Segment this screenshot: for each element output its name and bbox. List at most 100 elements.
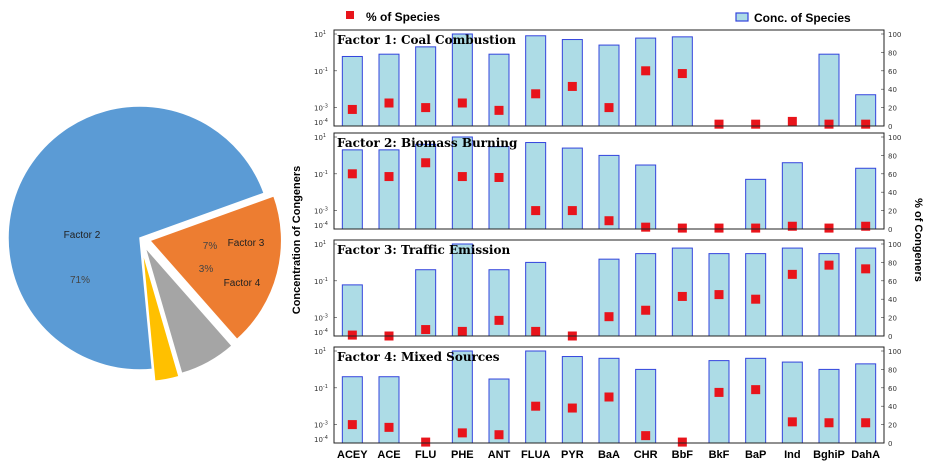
marker-bkf bbox=[714, 387, 724, 397]
marker-pyr bbox=[567, 403, 577, 413]
marker-flua bbox=[531, 401, 541, 411]
panel-title: Factor 1: Coal Combustion bbox=[337, 33, 516, 47]
marker-bkf bbox=[714, 119, 724, 129]
right-tick-label: 0 bbox=[888, 333, 892, 341]
marker-ind bbox=[787, 269, 797, 279]
left-tick-label: 10-1 bbox=[314, 170, 328, 179]
bar-bap bbox=[745, 357, 767, 444]
category-label-chr: CHR bbox=[634, 449, 658, 461]
marker-pyr bbox=[567, 81, 577, 91]
panel-3: 101 10-1 10-3 10-4 0 20 40 60 80 100 Factor 3: Tra… bbox=[314, 239, 901, 341]
category-label-bbf: BbF bbox=[672, 449, 694, 461]
marker-chr bbox=[641, 66, 651, 76]
marker-phe bbox=[457, 428, 467, 438]
panel-4: 101 10-1 10-3 10-4 0 20 40 60 80 100 Factor 4: Mix… bbox=[314, 346, 901, 448]
marker-flu bbox=[421, 325, 431, 335]
marker-flu bbox=[421, 158, 431, 168]
marker-acey bbox=[347, 330, 357, 340]
marker-ant bbox=[494, 172, 504, 182]
marker-flua bbox=[531, 89, 541, 99]
pie-chart: Factor 119%Factor 37%Factor 43%Factor 27… bbox=[7, 105, 283, 383]
right-tick-label: 40 bbox=[888, 86, 897, 94]
right-tick-label: 100 bbox=[888, 241, 901, 249]
marker-bbf bbox=[677, 223, 687, 233]
bar-bghip bbox=[818, 53, 840, 127]
right-tick-label: 20 bbox=[888, 315, 897, 323]
pie-label-factor-2: Factor 2 bbox=[64, 230, 101, 241]
right-tick-label: 40 bbox=[888, 189, 897, 197]
marker-bbf bbox=[677, 437, 687, 447]
marker-ant bbox=[494, 105, 504, 115]
bar-flua bbox=[525, 261, 547, 337]
marker-ind bbox=[787, 417, 797, 427]
left-tick-label: 10-1 bbox=[314, 67, 328, 76]
bar-flua bbox=[525, 35, 547, 127]
right-tick-label: 20 bbox=[888, 208, 897, 216]
left-tick-label: 101 bbox=[314, 30, 326, 39]
bar-ace bbox=[378, 149, 400, 230]
category-label-pyr: PYR bbox=[561, 449, 584, 461]
right-tick-label: 40 bbox=[888, 403, 897, 411]
left-tick-label: 101 bbox=[314, 133, 326, 142]
pie-pct-factor-3: 7% bbox=[203, 241, 218, 252]
panel-title: Factor 4: Mixed Sources bbox=[337, 350, 500, 364]
bar-phe bbox=[451, 243, 473, 337]
bar-bkf bbox=[708, 360, 730, 444]
bar-phe bbox=[451, 33, 473, 127]
legend-label-pct: % of Species bbox=[366, 10, 440, 24]
pie-slice-factor-4 bbox=[141, 249, 181, 383]
category-label-baa: BaA bbox=[598, 449, 620, 461]
panel-frame bbox=[333, 29, 885, 127]
marker-bkf bbox=[714, 223, 724, 233]
right-tick-label: 100 bbox=[888, 348, 901, 356]
marker-bap bbox=[751, 223, 761, 233]
marker-bbf bbox=[677, 291, 687, 301]
category-label-bap: BaP bbox=[745, 449, 766, 461]
marker-flua bbox=[531, 326, 541, 336]
right-tick-label: 20 bbox=[888, 422, 897, 430]
left-tick-label: 10-3 bbox=[314, 207, 328, 216]
left-tick-label: 10-1 bbox=[314, 277, 328, 286]
legend-label-conc: Conc. of Species bbox=[754, 11, 851, 25]
marker-ind bbox=[787, 221, 797, 231]
left-tick-label: 10-4 bbox=[314, 221, 328, 230]
bar-bbf bbox=[671, 36, 693, 127]
right-tick-label: 100 bbox=[888, 134, 901, 142]
marker-acey bbox=[347, 420, 357, 430]
bar-ace bbox=[378, 53, 400, 127]
category-label-daha: DahA bbox=[851, 449, 880, 461]
bar-pyr bbox=[561, 356, 583, 444]
marker-bap bbox=[751, 119, 761, 129]
bar-chr bbox=[635, 253, 657, 337]
marker-daha bbox=[861, 119, 871, 129]
right-tick-label: 60 bbox=[888, 385, 897, 393]
left-tick-label: 101 bbox=[314, 240, 326, 249]
marker-baa bbox=[604, 216, 614, 226]
right-tick-label: 0 bbox=[888, 226, 892, 234]
bar-baa bbox=[598, 258, 620, 337]
bar-ant bbox=[488, 53, 510, 127]
right-tick-label: 0 bbox=[888, 123, 892, 131]
right-tick-label: 100 bbox=[888, 31, 901, 39]
category-label-bkf: BkF bbox=[709, 449, 730, 461]
left-tick-label: 10-4 bbox=[314, 435, 328, 444]
marker-daha bbox=[861, 221, 871, 231]
bar-phe bbox=[451, 136, 473, 230]
category-label-phe: PHE bbox=[451, 449, 474, 461]
marker-bap bbox=[751, 294, 761, 304]
category-label-flu: FLU bbox=[415, 449, 436, 461]
left-tick-label: 10-4 bbox=[314, 328, 328, 337]
bar-flua bbox=[525, 142, 547, 230]
marker-bghip bbox=[824, 223, 834, 233]
bar-daha bbox=[855, 247, 877, 337]
left-tick-label: 10-3 bbox=[314, 314, 328, 323]
pie-label-factor-4: Factor 4 bbox=[224, 278, 261, 289]
marker-chr bbox=[641, 305, 651, 315]
bar-ace bbox=[378, 376, 400, 444]
bar-bghip bbox=[818, 368, 840, 444]
category-label-ace: ACE bbox=[377, 449, 400, 461]
bar-acey bbox=[341, 149, 363, 230]
panel-frame bbox=[333, 132, 885, 230]
marker-chr bbox=[641, 431, 651, 441]
